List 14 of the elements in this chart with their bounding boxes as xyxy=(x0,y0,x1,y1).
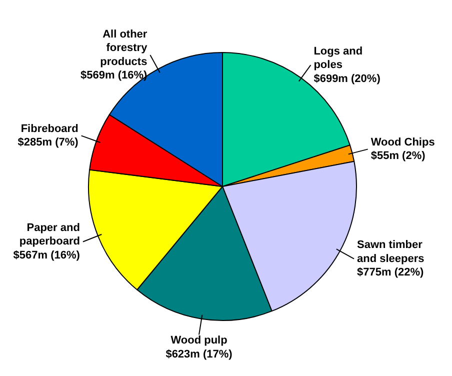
data-label: $285m (7%) xyxy=(18,136,79,149)
data-label: $775m (22%) xyxy=(357,266,424,279)
data-label: $55m (2%) xyxy=(370,150,426,162)
slice-label: Logs and poles xyxy=(314,45,363,72)
data-label: $699m (20%) xyxy=(314,72,381,85)
slice-label: Sawn timber and sleepers xyxy=(357,239,424,265)
data-label: $623m (17%) xyxy=(166,348,233,361)
data-label: $569m (16%) xyxy=(80,70,148,82)
slice-label: Paper and paperboard xyxy=(19,222,80,248)
data-label: $567m (16%) xyxy=(13,250,80,262)
slice-label: Wood pulp xyxy=(170,334,228,347)
slice-label: Wood Chips xyxy=(370,136,435,148)
slice-label: All other forestry products xyxy=(100,28,148,68)
slice-label: Fibreboard xyxy=(20,122,78,135)
